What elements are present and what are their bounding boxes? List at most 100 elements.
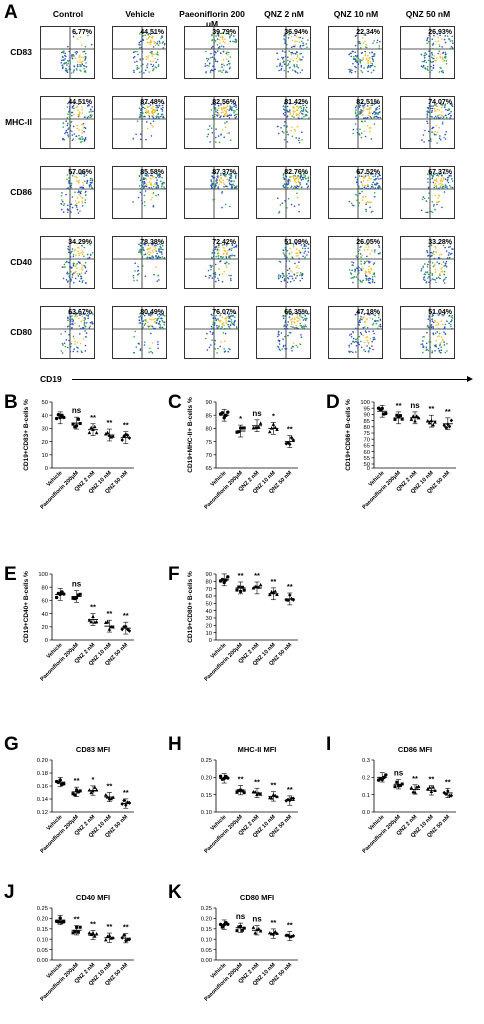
data-point <box>105 430 110 435</box>
data-point <box>433 420 437 424</box>
flow-plot: 82.56% <box>184 96 239 149</box>
y-tick-label: 70 <box>206 453 212 459</box>
gate-percentage: 39.79% <box>212 29 236 36</box>
gate-percentage: 34.29% <box>68 239 92 246</box>
gate-percentage: 81.42% <box>284 99 308 106</box>
data-point <box>78 925 82 929</box>
data-point <box>240 426 244 430</box>
data-point <box>62 782 66 786</box>
data-point <box>56 413 61 417</box>
data-point <box>87 618 92 622</box>
data-point <box>242 791 246 795</box>
y-tick-label: 60 <box>206 594 212 600</box>
y-tick-label: 0.05 <box>201 948 212 954</box>
significance-label: ** <box>287 425 293 434</box>
data-point <box>105 934 110 938</box>
significance-label: ** <box>396 401 402 410</box>
significance-label: ** <box>90 919 96 928</box>
y-tick-label: 30 <box>42 427 48 433</box>
data-point <box>427 421 432 425</box>
data-point <box>416 784 421 788</box>
y-tick-label: 75 <box>206 440 212 446</box>
y-tick-label: 0.10 <box>37 937 48 943</box>
y-tick-label: 20 <box>42 440 48 446</box>
y-tick-label: 60 <box>364 450 370 456</box>
y-tick-label: 40 <box>206 609 212 615</box>
significance-label: ** <box>106 781 112 790</box>
data-point <box>71 931 75 935</box>
significance-label: ns <box>410 401 420 410</box>
significance-label: * <box>92 775 95 784</box>
data-point <box>269 796 274 800</box>
flow-plot: 78.38% <box>112 236 167 289</box>
data-point <box>269 426 274 430</box>
data-point <box>235 430 239 434</box>
data-point <box>120 437 124 442</box>
flow-plot: 67.37% <box>400 166 455 219</box>
column-header: Control <box>52 9 84 19</box>
chart-title: CD80 MFI <box>240 893 274 902</box>
data-point <box>73 597 77 601</box>
data-point <box>218 774 223 779</box>
gate-percentage: 67.37% <box>428 169 452 176</box>
data-point <box>220 925 225 929</box>
significance-label: ** <box>123 788 129 797</box>
y-tick-label: 0.12 <box>37 810 48 816</box>
data-point <box>431 785 435 789</box>
significance-label: ** <box>428 404 434 413</box>
data-point <box>291 796 296 801</box>
data-point <box>442 423 446 428</box>
y-tick-label: 80 <box>206 427 212 433</box>
significance-label: ** <box>90 603 96 612</box>
data-point <box>127 628 132 633</box>
chart-j: J CD40 MFI0.000.050.100.150.200.25Vehicle… <box>4 882 134 1003</box>
significance-label: ** <box>254 571 260 580</box>
data-point <box>125 800 130 805</box>
data-point <box>78 592 82 596</box>
data-point <box>237 585 241 589</box>
data-point <box>398 784 402 788</box>
gate-percentage: 44.51% <box>68 99 92 106</box>
flow-plot: 44.51% <box>40 96 95 149</box>
panel-label: F <box>168 564 180 585</box>
significance-label: ** <box>90 413 96 422</box>
y-tick-label: 0.2 <box>362 776 370 782</box>
data-point <box>286 440 290 445</box>
data-point <box>257 926 261 931</box>
data-point <box>220 411 225 415</box>
y-tick-label: 10 <box>206 631 212 637</box>
significance-label: ns <box>252 409 262 418</box>
y-tick-label: 0.05 <box>37 948 48 954</box>
flow-plot: 87.48% <box>112 96 167 149</box>
y-tick-label: 50 <box>364 462 370 468</box>
flow-plot: 82.51% <box>328 96 383 149</box>
y-tick-label: 65 <box>206 466 212 472</box>
significance-label: ns <box>236 912 246 921</box>
gate-percentage: 47.18% <box>356 309 380 316</box>
data-point <box>411 414 415 418</box>
y-tick-label: 0.20 <box>37 758 48 764</box>
significance-label: ** <box>270 577 276 586</box>
significance-label: ** <box>287 785 293 794</box>
flow-plot: 26.05% <box>328 236 383 289</box>
y-tick-label: 60 <box>42 599 48 605</box>
y-tick-label: 75 <box>364 431 370 437</box>
flow-plot: 51.09% <box>256 236 311 289</box>
gate-percentage: 82.51% <box>356 99 380 106</box>
y-tick-label: 0.20 <box>201 917 212 923</box>
flow-plot: 34.29% <box>40 236 95 289</box>
data-point <box>237 430 241 434</box>
data-point <box>54 595 59 600</box>
data-point <box>240 789 244 793</box>
gate-percentage: 72.42% <box>212 239 236 246</box>
y-tick-label: 90 <box>206 400 212 406</box>
gate-percentage: 51.04% <box>428 309 452 316</box>
data-point <box>415 414 419 418</box>
panel-label: J <box>4 882 15 903</box>
gate-percentage: 85.58% <box>140 169 164 176</box>
data-point <box>109 796 113 801</box>
y-tick-label: 90 <box>206 572 212 578</box>
significance-label: ** <box>123 421 129 430</box>
data-point <box>242 588 246 592</box>
